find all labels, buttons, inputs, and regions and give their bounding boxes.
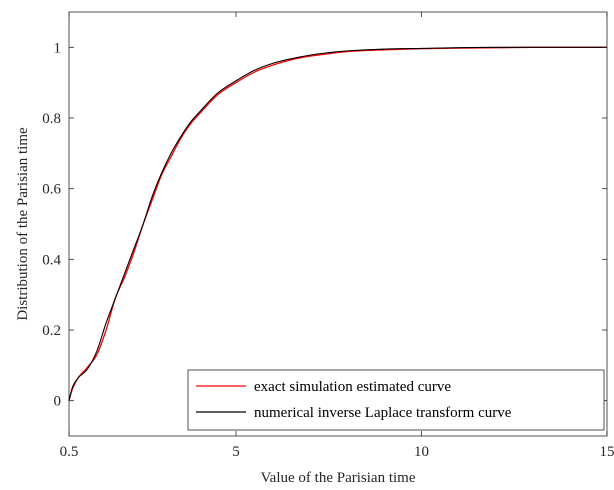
legend-box: [187, 369, 605, 431]
series-line-numerical: [68, 46, 607, 401]
y-tick-label: 0.6: [42, 182, 61, 198]
x-tick-label: 5: [232, 444, 240, 460]
x-tick-label: 0.5: [60, 444, 79, 460]
legend-label-numerical: numerical inverse Laplace transform curv…: [254, 405, 512, 421]
y-tick-label: 0.4: [42, 252, 61, 268]
y-tick-label: 0: [54, 394, 62, 410]
y-tick-label: 0.2: [42, 323, 61, 339]
legend: exact simulation estimated curve numeric…: [187, 369, 605, 431]
y-tick-label: 0.8: [42, 111, 61, 127]
y-axis-label: Distribution of the Parisian time: [15, 127, 31, 321]
series-layer: [68, 46, 607, 401]
x-axis-label: Value of the Parisian time: [261, 470, 416, 486]
legend-label-exact: exact simulation estimated curve: [254, 379, 451, 395]
plot-area: 0.5 5 10 15 0 0.2 0.4 0.6 0.8 1: [42, 11, 614, 460]
x-tick-label: 10: [414, 444, 429, 460]
y-tick-label: 1: [54, 40, 62, 56]
ticks-layer: 0.5 5 10 15 0 0.2 0.4 0.6 0.8 1: [42, 12, 614, 460]
axes-box: [68, 11, 608, 437]
x-tick-label: 15: [600, 444, 614, 460]
